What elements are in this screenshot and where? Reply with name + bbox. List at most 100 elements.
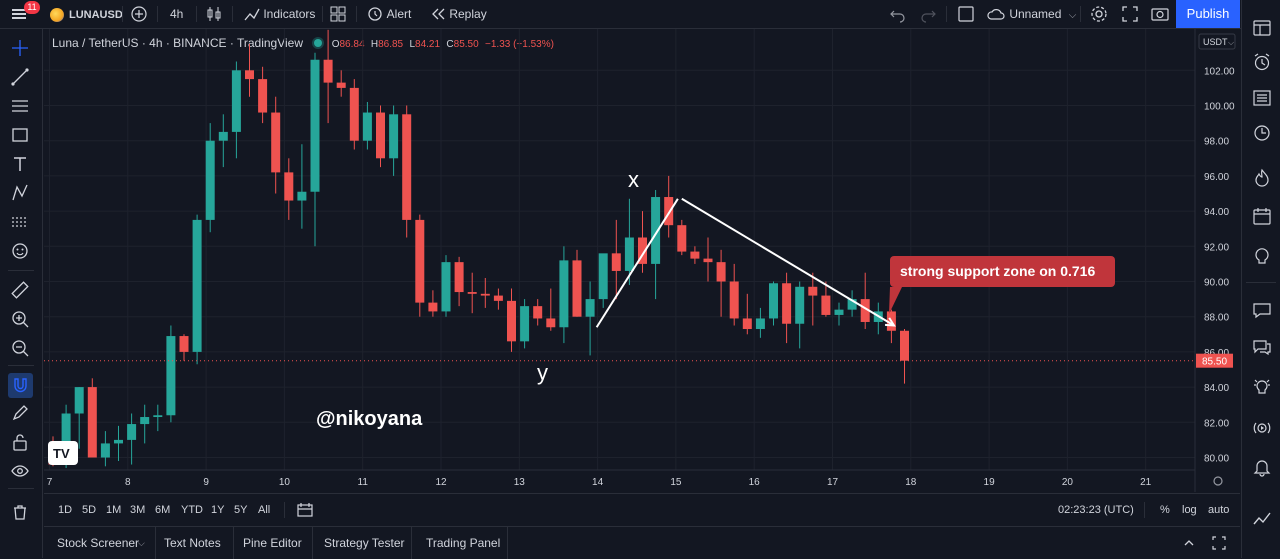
hotlist-icon[interactable]: [1252, 123, 1272, 143]
settings-gear-small[interactable]: [1213, 476, 1223, 486]
alert-button[interactable]: Alert: [366, 0, 411, 28]
currency-chevron-icon: ⌵: [1228, 38, 1234, 47]
candle-body: [546, 318, 556, 328]
fullscreen-button[interactable]: [1122, 0, 1138, 28]
eye-icon[interactable]: [10, 461, 30, 481]
menu-button[interactable]: [10, 0, 32, 28]
notifications-bell-icon[interactable]: [1252, 457, 1272, 477]
pattern-icon[interactable]: [10, 183, 30, 203]
snapshot-button[interactable]: [1151, 0, 1169, 28]
candle-body: [402, 114, 412, 220]
compare-button[interactable]: [130, 0, 148, 28]
save-layout-button[interactable]: Unnamed ⌵: [986, 0, 1076, 28]
magnet-button[interactable]: [8, 373, 33, 398]
tab-text-notes[interactable]: Text Notes: [164, 536, 221, 550]
price-axis: 102.00 100.00 98.00 96.00 94.00 92.00 90.00 88.…: [1204, 66, 1235, 464]
chat-icon[interactable]: [1252, 300, 1272, 320]
interval-button[interactable]: 4h: [170, 7, 184, 21]
log-toggle[interactable]: log: [1182, 504, 1197, 516]
crosshair-icon[interactable]: [10, 38, 30, 58]
data-window-icon[interactable]: [1252, 88, 1272, 108]
price-chart[interactable]: USDT ⌵ 102.00 100.00 98.00 96.00 94.00 92.00 9…: [44, 29, 1240, 492]
calendar-icon[interactable]: [1252, 206, 1272, 226]
ideas-icon[interactable]: [1252, 377, 1272, 397]
layout-grid-button[interactable]: [330, 0, 346, 28]
percent-toggle[interactable]: %: [1160, 504, 1170, 516]
candle: [480, 277, 490, 308]
tab-stock-screener[interactable]: Stock Screener: [57, 536, 140, 550]
auto-toggle[interactable]: auto: [1208, 504, 1230, 516]
trend-line-x-to-target[interactable]: [681, 197, 895, 327]
zoom-in-icon[interactable]: [10, 309, 30, 329]
candle-body: [664, 197, 674, 226]
range-5d[interactable]: 5D: [82, 504, 97, 516]
tab-strategy-tester[interactable]: Strategy Tester: [324, 536, 405, 550]
redo-button[interactable]: [920, 0, 936, 28]
range-6m[interactable]: 6M: [155, 504, 171, 516]
range-ytd[interactable]: YTD: [181, 504, 203, 516]
candle-body: [271, 112, 281, 173]
candle: [690, 246, 700, 264]
last-price-line: 85.50: [44, 353, 1233, 368]
replay-button[interactable]: Replay: [430, 0, 487, 28]
callout-box[interactable]: strong support zone on 0.716: [889, 256, 1115, 314]
indicators-button[interactable]: Indicators: [244, 0, 315, 28]
alarm-clock-icon[interactable]: [1252, 52, 1272, 72]
candle: [729, 263, 739, 326]
trend-chart-icon[interactable]: [1252, 508, 1272, 528]
range-1d[interactable]: 1D: [58, 504, 73, 516]
candle-body: [61, 413, 71, 465]
symbol-search-button[interactable]: LUNAUSD: [50, 0, 123, 28]
range-3m[interactable]: 3M: [130, 504, 146, 516]
publish-button[interactable]: Publish: [1176, 0, 1240, 28]
candle: [402, 105, 412, 238]
tradingview-logo[interactable]: TV: [48, 441, 78, 465]
range-all[interactable]: All: [258, 504, 271, 516]
chevron-down-icon[interactable]: ⌵: [138, 538, 145, 548]
settings-button[interactable]: [1090, 0, 1108, 28]
candle-body: [336, 82, 346, 88]
messages-icon[interactable]: [1252, 337, 1272, 357]
undo-button[interactable]: [890, 0, 906, 28]
range-5y[interactable]: 5Y: [234, 504, 248, 516]
lightbulb-icon[interactable]: [1252, 246, 1272, 266]
candle-body: [245, 70, 254, 80]
label-x[interactable]: x: [628, 167, 639, 192]
pencil-lock-icon[interactable]: [10, 403, 30, 423]
flame-icon[interactable]: [1252, 168, 1272, 188]
chart-type-button[interactable]: [206, 0, 222, 28]
trend-line-y-to-x[interactable]: [595, 198, 679, 328]
text-tool-icon[interactable]: [10, 154, 30, 174]
redo-icon: [921, 10, 936, 23]
currency-selector[interactable]: [1198, 33, 1236, 50]
streams-icon[interactable]: [1252, 418, 1272, 438]
range-1m[interactable]: 1M: [106, 504, 122, 516]
ruler-icon[interactable]: [10, 280, 30, 300]
candle-body: [114, 439, 123, 444]
watchlist-icon[interactable]: [1252, 18, 1272, 38]
price-tick-label: 96.00: [1204, 172, 1229, 183]
trend-line-icon[interactable]: [10, 67, 30, 87]
prediction-icon[interactable]: [10, 212, 30, 232]
label-y[interactable]: y: [537, 360, 548, 385]
trash-icon[interactable]: [10, 502, 30, 522]
utc-clock[interactable]: 02:23:23 (UTC): [1058, 504, 1134, 516]
candle: [493, 288, 503, 310]
candle-body: [507, 300, 516, 342]
range-1y[interactable]: 1Y: [211, 504, 225, 516]
tab-trading-panel[interactable]: Trading Panel: [426, 536, 501, 550]
zoom-out-icon[interactable]: [10, 338, 30, 358]
horizontal-lines-icon[interactable]: [10, 96, 30, 116]
maximize-icon[interactable]: [1212, 536, 1226, 550]
smiley-icon[interactable]: [10, 241, 30, 261]
tab-pine-editor[interactable]: Pine Editor: [243, 536, 302, 550]
candle: [520, 299, 530, 349]
chevron-up-icon[interactable]: [1183, 537, 1195, 549]
date-range-icon[interactable]: [297, 502, 313, 518]
rectangle-icon[interactable]: [10, 125, 30, 145]
candle: [376, 105, 385, 168]
legend-close-label: C: [446, 39, 454, 50]
fullscreen-icon: [1122, 6, 1138, 22]
lock-icon[interactable]: [10, 432, 30, 452]
select-layout-button[interactable]: [958, 0, 974, 28]
